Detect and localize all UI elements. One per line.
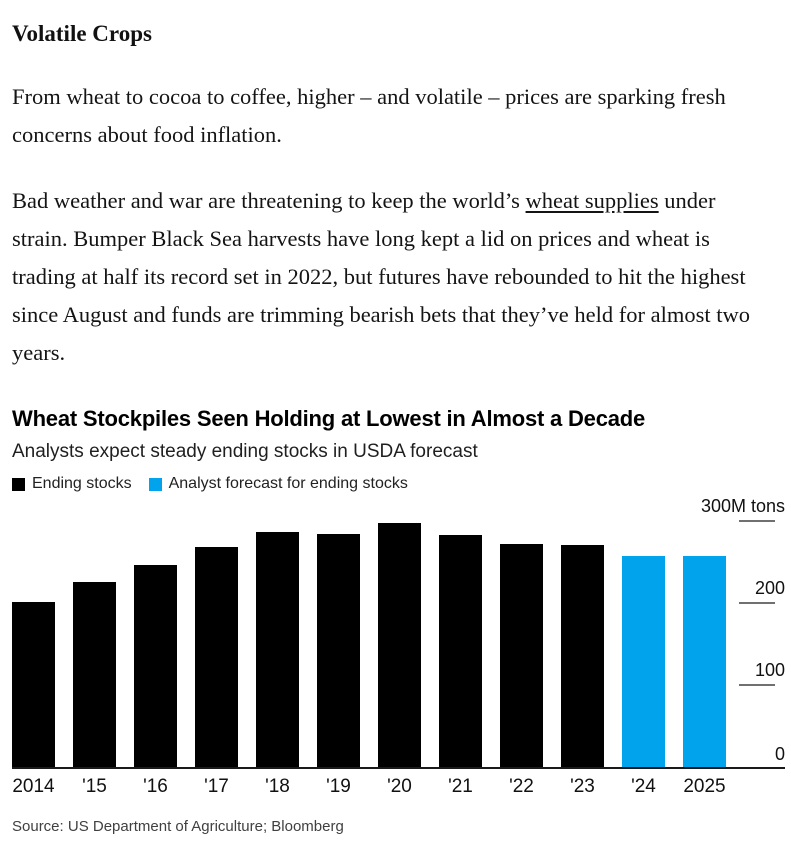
y-axis-label-0: 0 [774, 744, 785, 764]
x-axis-label-18: '18 [265, 776, 290, 797]
x-axis-label-19: '19 [326, 776, 351, 797]
legend-label-ending-stocks: Ending stocks [32, 475, 132, 492]
x-axis-label-21: '21 [448, 776, 473, 797]
legend-item-forecast: Analyst forecast for ending stocks [148, 475, 408, 493]
paragraph-text-before-link: Bad weather and war are threatening to k… [12, 188, 526, 213]
legend-swatch-forecast [148, 477, 162, 491]
chart-title: Wheat Stockpiles Seen Holding at Lowest … [12, 406, 646, 431]
y-axis-label-100: 100 [754, 660, 785, 680]
chart-plot: 300M tons 200 100 0 [12, 497, 785, 769]
paragraph-text-after-link: under strain. Bumper Black Sea harvests … [12, 188, 750, 365]
bar-15 [73, 581, 116, 767]
x-axis-label-2014: 2014 [12, 776, 55, 797]
wheat-supplies-link[interactable]: wheat supplies [525, 188, 659, 213]
bar-2025 [683, 556, 726, 767]
chart-subtitle: Analysts expect steady ending stocks in … [12, 441, 478, 462]
bar-20 [378, 522, 421, 767]
y-axis-label-200: 200 [754, 578, 785, 598]
chart-legend: Ending stocks Analyst forecast for endin… [12, 475, 785, 493]
x-axis-label-16: '16 [143, 776, 168, 797]
y-axis-tick-300 [739, 520, 775, 522]
y-axis-label-300: 300M tons [700, 496, 785, 516]
x-axis-label-15: '15 [82, 776, 107, 797]
article-heading: Volatile Crops [12, 21, 152, 46]
legend-label-forecast: Analyst forecast for ending stocks [168, 475, 408, 492]
bar-23 [561, 544, 604, 767]
x-axis-label-22: '22 [509, 776, 534, 797]
bar-21 [439, 534, 482, 767]
bar-17 [195, 547, 238, 767]
legend-swatch-ending-stocks [12, 477, 25, 491]
x-axis-label-23: '23 [570, 776, 595, 797]
x-axis-label-2025: 2025 [683, 776, 726, 797]
chart-section: Wheat Stockpiles Seen Holding at Lowest … [12, 406, 785, 836]
x-axis-label-24: '24 [631, 776, 656, 797]
bar-19 [317, 534, 360, 767]
bar-24 [622, 556, 665, 767]
paragraph-body: Bad weather and war are threatening to k… [12, 182, 750, 372]
bar-16 [134, 565, 177, 767]
bar-18 [256, 531, 299, 767]
y-axis-tick-200 [739, 602, 775, 604]
chart-x-axis: 2014 '15 '16 '17 '18 '19 '20 '21 '22 '23 '24 2025 [12, 776, 785, 802]
x-axis-label-17: '17 [204, 776, 229, 797]
x-axis-label-20: '20 [387, 776, 412, 797]
chart-source: Source: US Department of Agriculture; Bl… [12, 818, 344, 835]
y-axis-tick-100 [739, 684, 775, 686]
paragraph-intro: From wheat to cocoa to coffee, higher – … [12, 84, 726, 147]
bar-2014 [12, 602, 55, 767]
legend-item-ending-stocks: Ending stocks [12, 475, 132, 493]
bar-22 [500, 543, 543, 767]
